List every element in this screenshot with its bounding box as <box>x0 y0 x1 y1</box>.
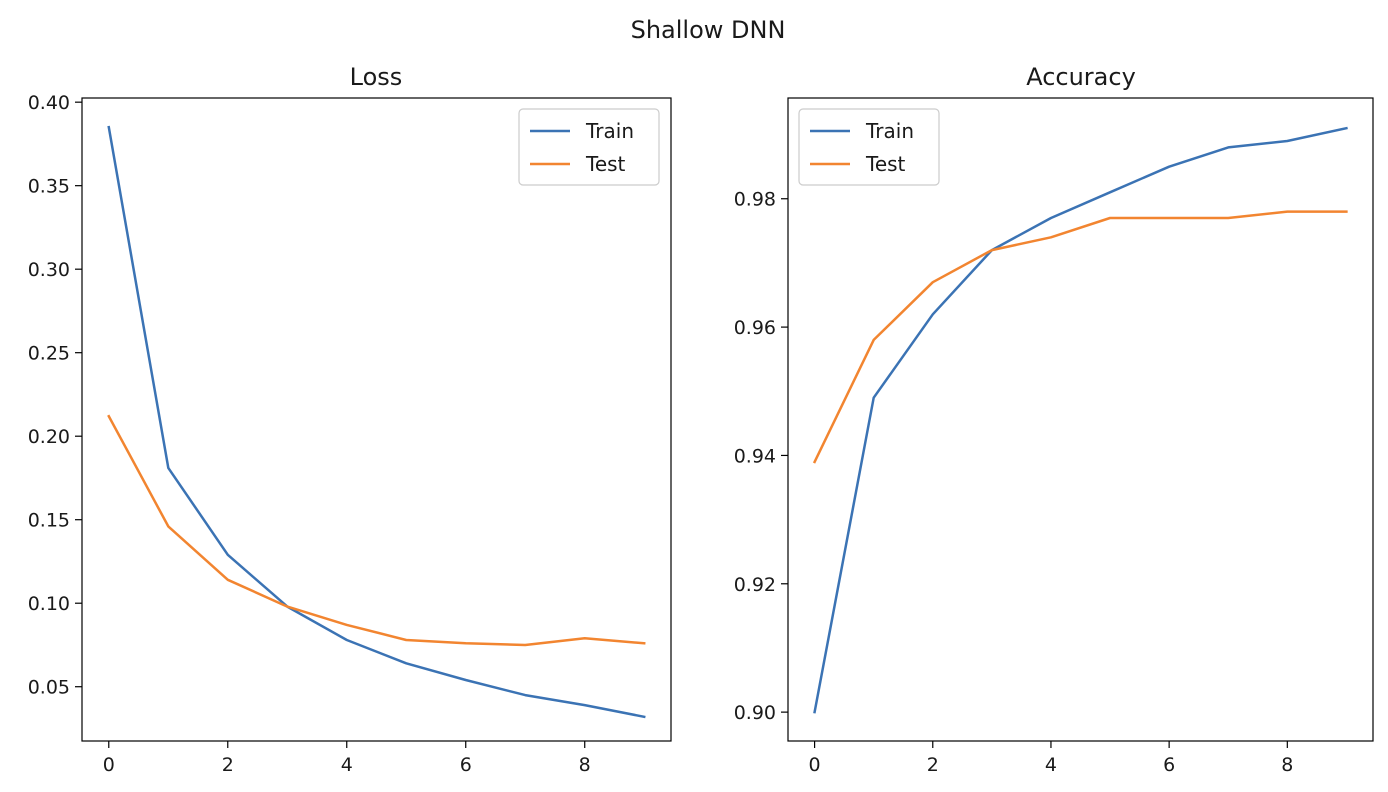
accuracy-x-tick-label: 2 <box>927 754 939 776</box>
accuracy-legend-test-label: Test <box>865 152 906 176</box>
accuracy-legend-box <box>798 108 940 186</box>
accuracy-y-tick-label: 0.98 <box>734 189 776 211</box>
accuracy-x-tick-label: 4 <box>1045 754 1057 776</box>
accuracy-y-tick-label: 0.94 <box>734 445 776 467</box>
loss-y-tick-label: 0.35 <box>28 176 70 198</box>
loss-y-tick-label: 0.05 <box>28 677 70 699</box>
accuracy-y-tick-label: 0.96 <box>734 317 776 339</box>
figure-suptitle: Shallow DNN <box>631 16 786 44</box>
accuracy-panel-title: Accuracy <box>1026 63 1136 91</box>
loss-x-tick-label: 6 <box>460 754 472 776</box>
loss-test-line <box>107 414 646 647</box>
loss-legend: Train Test <box>518 108 660 186</box>
accuracy-x-tick-label: 6 <box>1163 754 1175 776</box>
loss-y-tick-label: 0.25 <box>28 343 70 365</box>
loss-x-tick-label: 8 <box>579 754 591 776</box>
loss-y-tick-label: 0.10 <box>28 593 70 615</box>
loss-train-line <box>107 125 646 719</box>
accuracy-train-line <box>813 126 1348 714</box>
accuracy-x-tick-label: 0 <box>809 754 821 776</box>
loss-x-tick-label: 0 <box>103 754 115 776</box>
loss-y-tick-label: 0.30 <box>28 259 70 281</box>
loss-x-tick-label: 4 <box>341 754 353 776</box>
accuracy-panel: Accuracy 0 2 4 6 80.900.920.940.960.98TrainT… <box>734 63 1374 776</box>
loss-panel: Loss 0 2 4 6 8 0.05 0.10 0.15 0.20 0.25 0.30 0.35 0.… <box>28 63 672 776</box>
loss-legend-box <box>518 108 660 186</box>
loss-panel-title: Loss <box>350 63 403 91</box>
accuracy-legend: Train Test <box>798 108 940 186</box>
loss-y-tick-label: 0.40 <box>28 92 70 114</box>
loss-x-tick-label: 2 <box>222 754 234 776</box>
accuracy-y-tick-label: 0.92 <box>734 574 776 596</box>
accuracy-test-line <box>812 210 1348 464</box>
accuracy-legend-train-label: Train <box>865 119 914 143</box>
accuracy-x-tick-label: 8 <box>1281 754 1293 776</box>
loss-axes-frame <box>81 97 672 742</box>
loss-legend-train-label: Train <box>585 119 634 143</box>
accuracy-axes-frame <box>787 97 1374 742</box>
loss-legend-test-label: Test <box>585 152 626 176</box>
accuracy-y-tick-label: 0.90 <box>734 702 776 724</box>
loss-y-tick-label: 0.20 <box>28 426 70 448</box>
loss-y-tick-label: 0.15 <box>28 510 70 532</box>
